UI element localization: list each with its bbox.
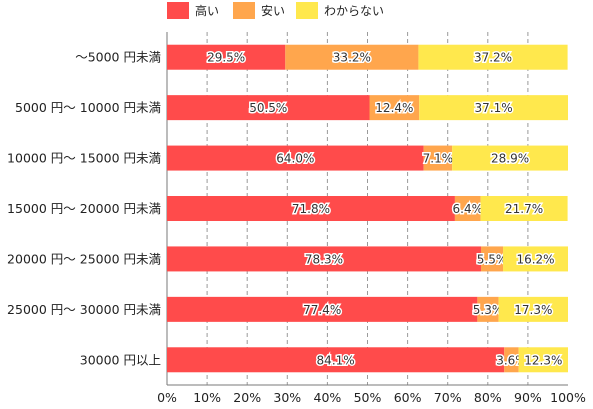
bar-segment [452, 145, 568, 171]
bar-segment [454, 196, 481, 221]
legend-swatch [167, 2, 189, 19]
data-label: 28.9% [491, 152, 529, 166]
data-label: 7.1% [423, 152, 454, 166]
bar-segment [167, 145, 424, 171]
category-label: 25000 円～ 30000 円未満 [7, 302, 161, 317]
bar-segment [369, 95, 420, 121]
data-label: 5.3% [473, 303, 504, 317]
bar-segment [480, 196, 568, 221]
data-label: 6.4% [453, 202, 484, 216]
category-label: 20000 円～ 25000 円未満 [7, 251, 161, 266]
bar-segment [498, 296, 568, 322]
data-label: 12.4% [375, 101, 413, 115]
data-label: 37.2% [474, 51, 512, 65]
data-label: 84.1% [317, 353, 355, 367]
bar-segment [418, 44, 568, 70]
bar-segment [167, 347, 505, 373]
bar-segment [480, 246, 504, 272]
x-tick-label: 10% [193, 390, 221, 405]
bar-segment [504, 347, 519, 373]
data-label: 50.5% [249, 101, 287, 115]
data-label: 12.3% [524, 353, 562, 367]
category-label: 5000 円～ 10000 円未満 [15, 100, 161, 115]
data-label: 33.2% [333, 51, 371, 65]
bar-segment [419, 95, 568, 121]
x-tick-label: 40% [314, 390, 342, 405]
bar-segment [167, 196, 455, 221]
bar-segment [477, 296, 499, 322]
bar-segment [167, 296, 478, 322]
data-label: 78.3% [305, 252, 343, 266]
data-label: 16.2% [516, 252, 554, 266]
legend-swatch [233, 2, 255, 19]
data-label: 17.3% [514, 303, 552, 317]
bar-segment [167, 246, 481, 272]
bar-segment [285, 44, 419, 70]
data-label: 71.8% [292, 202, 330, 216]
x-tick-label: 100% [550, 390, 586, 405]
x-tick-label: 30% [273, 390, 301, 405]
legend-swatch [296, 2, 318, 19]
x-tick-label: 60% [394, 390, 422, 405]
x-tick-label: 50% [354, 390, 382, 405]
data-label: 29.5% [207, 51, 245, 65]
category-label: 30000 円以上 [80, 352, 161, 367]
data-label: 5.5% [477, 252, 508, 266]
category-label: ～5000 円未満 [75, 50, 161, 65]
legend-label: 安い [261, 3, 285, 18]
x-tick-label: 0% [157, 390, 177, 405]
legend-label: 高い [195, 3, 219, 18]
legend-label: わからない [324, 4, 384, 18]
x-tick-label: 70% [434, 390, 462, 405]
x-tick-label: 20% [233, 390, 261, 405]
data-label: 21.7% [505, 202, 543, 216]
x-tick-label: 90% [514, 390, 542, 405]
x-tick-label: 80% [474, 390, 502, 405]
bar-segment [503, 246, 568, 272]
data-label: 77.4% [303, 303, 341, 317]
category-label: 10000 円～ 15000 円未満 [7, 151, 161, 166]
bar-segment [518, 347, 568, 373]
bar-segment [423, 145, 453, 171]
data-label: 64.0% [276, 152, 314, 166]
bar-segment [167, 44, 286, 70]
bar-segment [167, 95, 370, 121]
data-label: 37.1% [475, 101, 513, 115]
category-label: 15000 円～ 20000 円未満 [7, 201, 161, 216]
